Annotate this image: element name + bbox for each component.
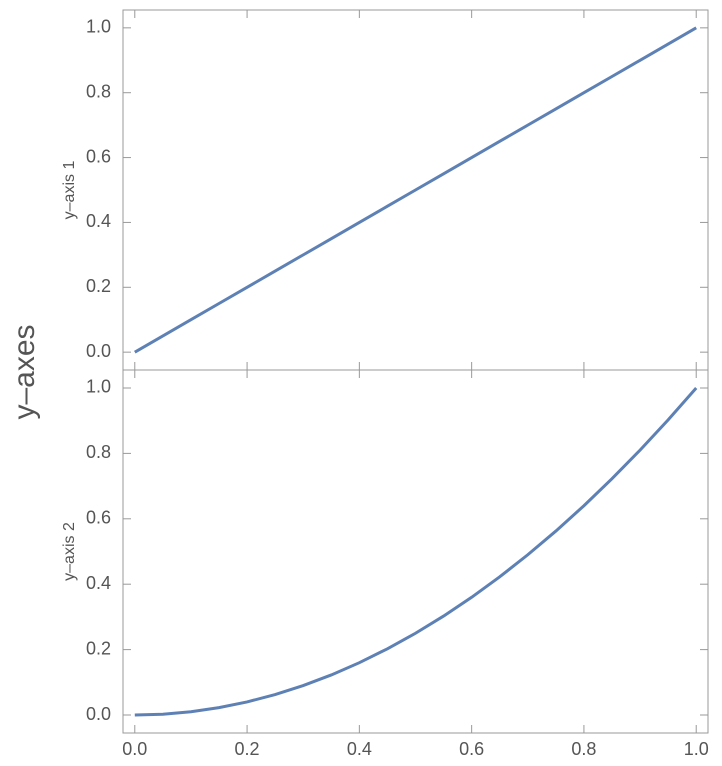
y-tick-label: 0.8 bbox=[86, 442, 111, 462]
x-tick-label: 0.8 bbox=[571, 739, 596, 759]
y-tick-label: 1.0 bbox=[86, 17, 111, 37]
line bbox=[134, 26, 697, 354]
y-tick-label: 0.6 bbox=[86, 146, 111, 166]
y-tick-label: 0.4 bbox=[86, 211, 111, 231]
y-axis-label: y–axis 2 bbox=[61, 522, 78, 581]
y-tick-label: 0.2 bbox=[86, 638, 111, 658]
y-axis-label: y–axis 1 bbox=[61, 161, 78, 220]
x-tick-label: 0.0 bbox=[122, 739, 147, 759]
y-tick-label: 0.0 bbox=[86, 341, 111, 361]
y-tick-label: 0.0 bbox=[86, 704, 111, 724]
y-tick-label: 0.2 bbox=[86, 276, 111, 296]
figure-y-label: y–axes bbox=[8, 324, 41, 419]
x-tick-label: 0.2 bbox=[235, 739, 260, 759]
y-tick-label: 0.8 bbox=[86, 81, 111, 101]
y-tick-label: 1.0 bbox=[86, 377, 111, 397]
frame bbox=[122, 369, 709, 734]
y-tick-label: 0.6 bbox=[86, 508, 111, 528]
x-tick-label: 1.0 bbox=[684, 739, 709, 759]
x-tick-label: 0.4 bbox=[347, 739, 372, 759]
x-tick-label: 0.6 bbox=[459, 739, 484, 759]
line bbox=[134, 386, 698, 717]
y-tick-label: 0.4 bbox=[86, 573, 111, 593]
